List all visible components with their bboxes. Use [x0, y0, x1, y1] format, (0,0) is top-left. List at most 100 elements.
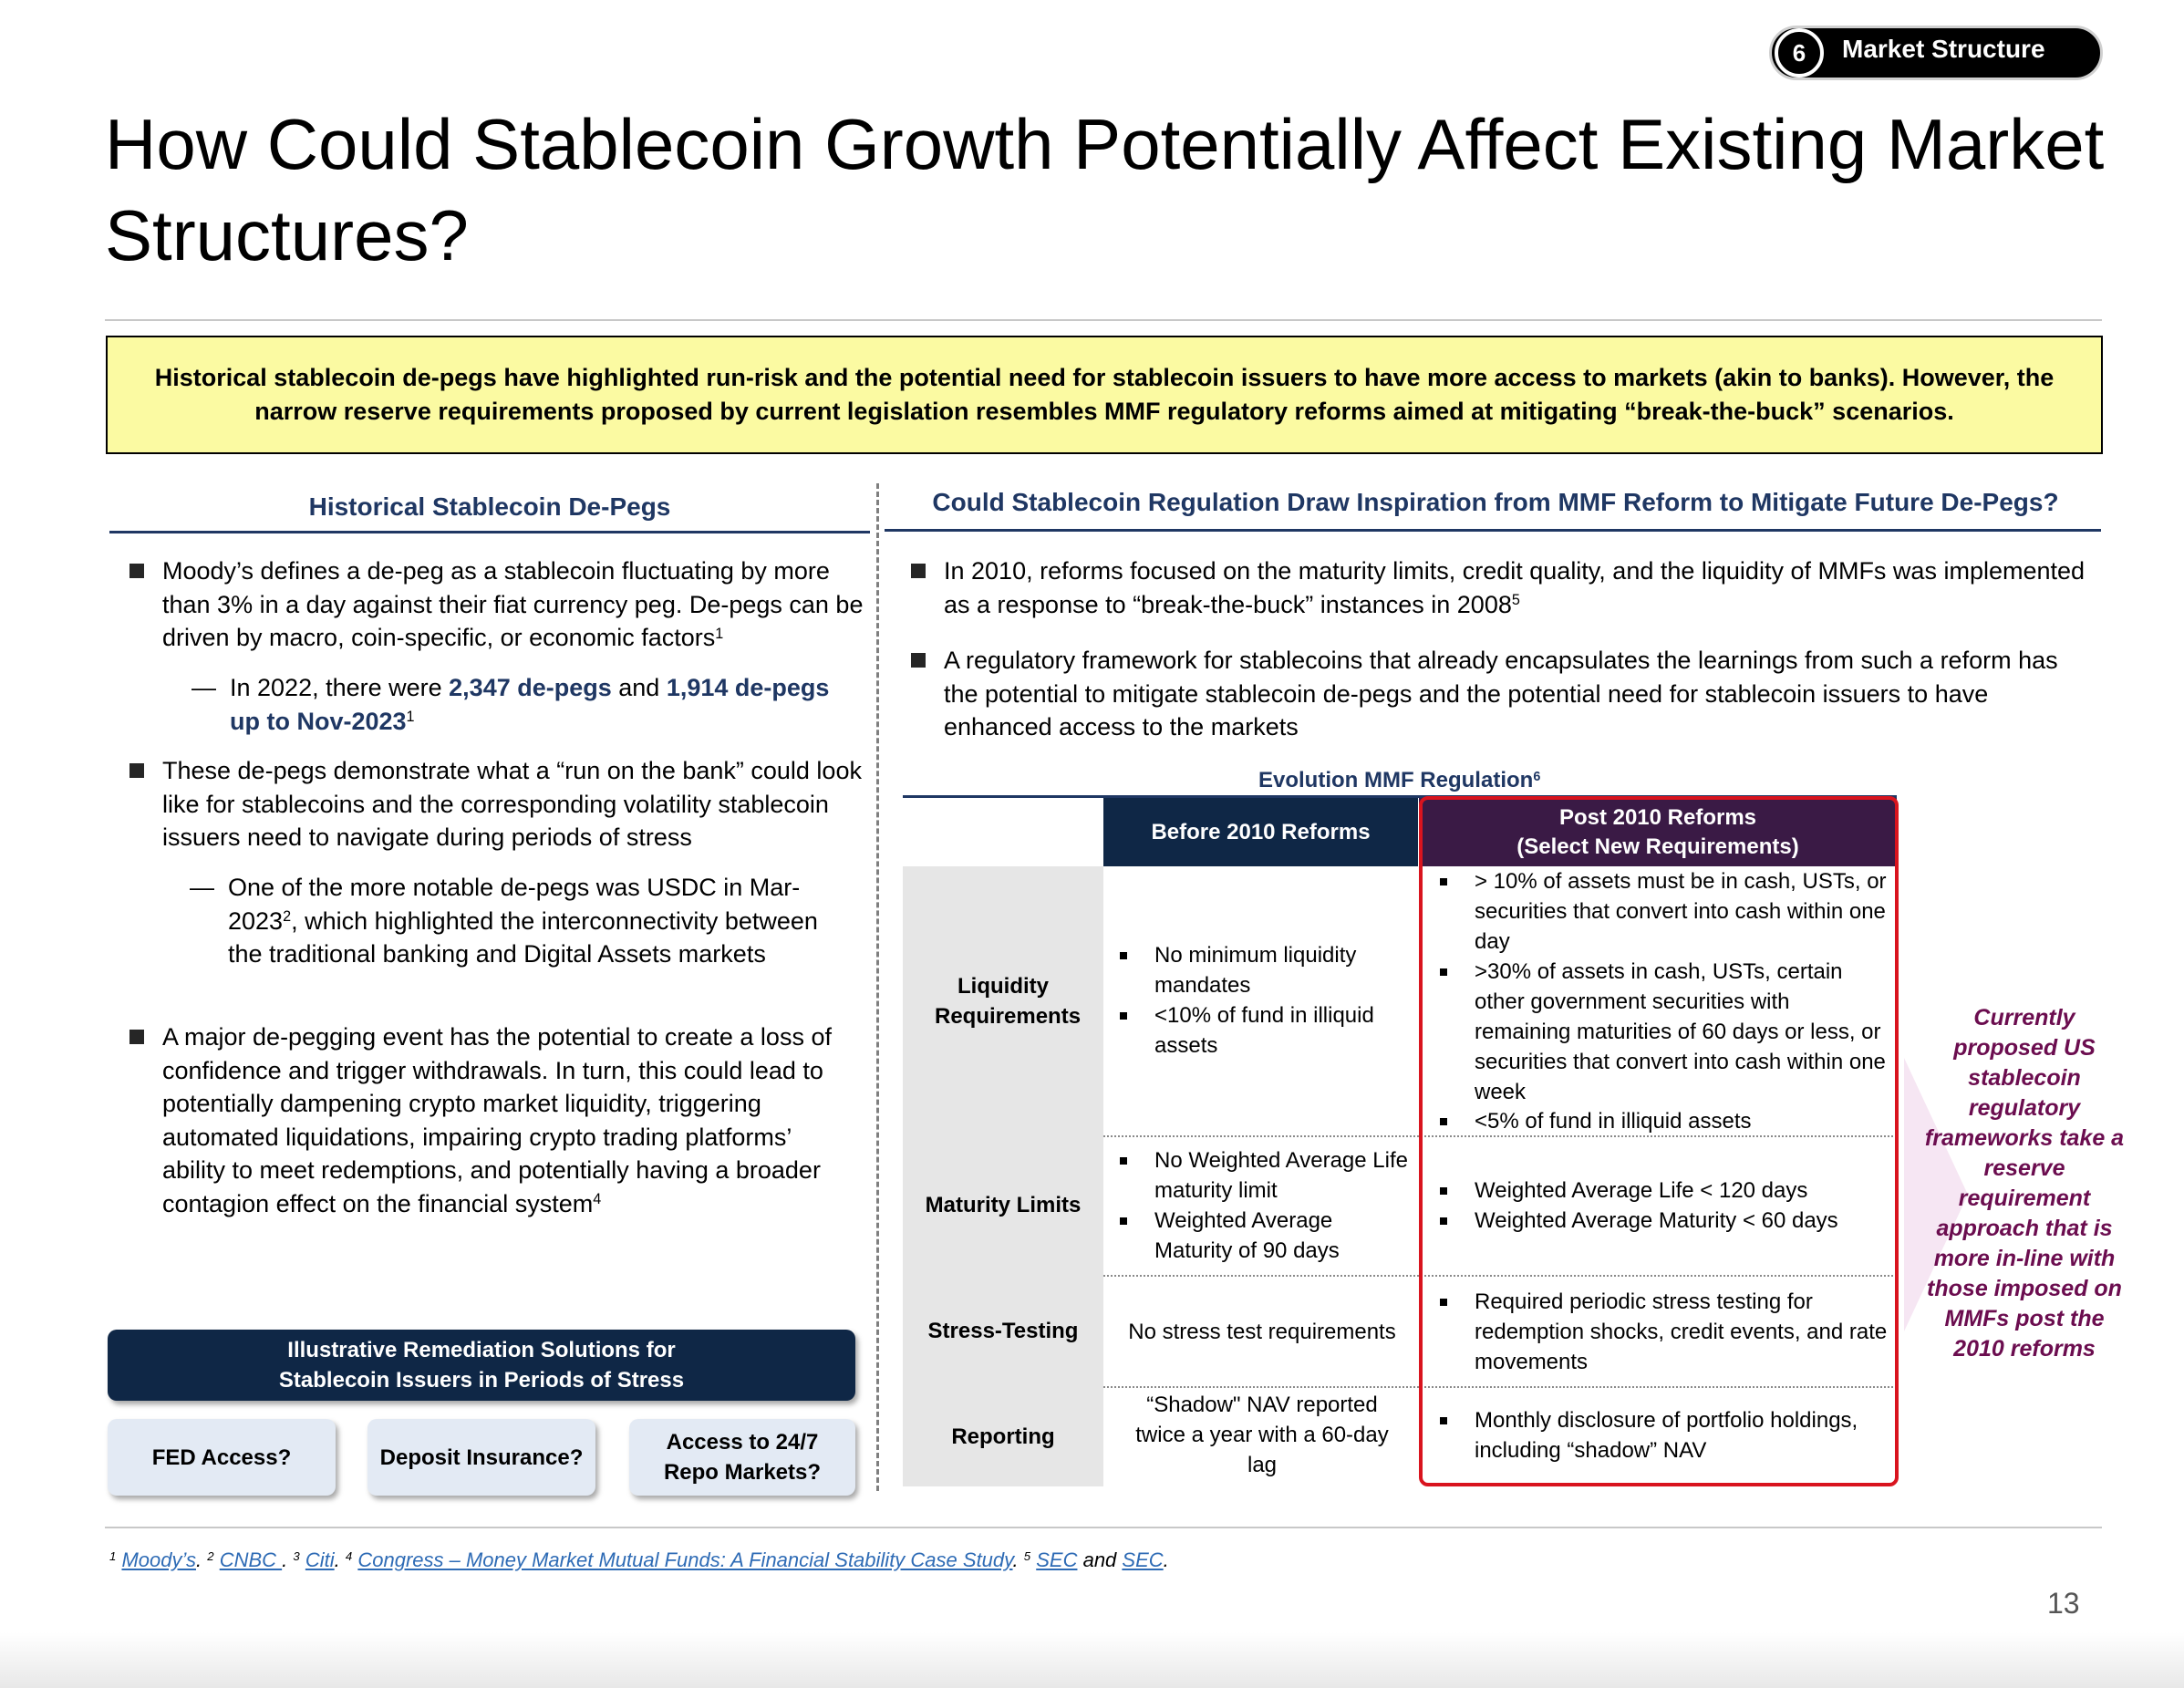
deposit-insurance-option[interactable]: Deposit Insurance? [367, 1419, 595, 1496]
remediation-heading: Illustrative Remediation Solutions for S… [108, 1330, 855, 1401]
cell-maturity-before-1: No Weighted Average Life maturity limit [1120, 1145, 1410, 1206]
cell-text: No Weighted Average Life maturity limit [1154, 1148, 1408, 1203]
cell-liquidity-post-1: > 10% of assets must be in cash, USTs, o… [1440, 866, 1889, 957]
left-heading-rule [109, 531, 870, 533]
table-top-rule [903, 795, 1897, 798]
bullet-icon [1440, 878, 1447, 885]
column-header-before: Before 2010 Reforms [1103, 798, 1418, 866]
right-bullet-1-text: In 2010, reforms focused on the maturity… [944, 557, 2086, 618]
left-subbullet-1: — In 2022, there were 2,347 de-pegs and … [191, 671, 859, 738]
bullet-icon [1120, 1012, 1127, 1020]
cell-stress-post: Required periodic stress testing for red… [1440, 1287, 1889, 1377]
table-title: Evolution MMF Regulation6 [1258, 768, 1540, 793]
footnote-number: 4 [345, 1549, 353, 1564]
square-bullet-icon [129, 1030, 144, 1044]
bullet-icon [1120, 952, 1127, 959]
section-badge [1769, 26, 2103, 80]
footnote-link-sec-2[interactable]: SEC [1122, 1548, 1164, 1571]
cell-text: >30% of assets in cash, USTs, certain ot… [1475, 959, 1886, 1104]
bullet-icon [1440, 1187, 1447, 1195]
bullet-icon [1440, 968, 1447, 976]
bullet-icon [1120, 1217, 1127, 1225]
cell-text: Weighted Average Maturity < 60 days [1475, 1208, 1838, 1233]
remediation-heading-text: Illustrative Remediation Solutions for S… [278, 1338, 685, 1393]
row-label-column [903, 866, 1103, 1486]
footer-rule [105, 1527, 2102, 1528]
key-takeaway-callout: Historical stablecoin de-pegs have highl… [106, 336, 2103, 454]
footnote-link-congress[interactable]: Congress – Money Market Mutual Funds: A … [357, 1548, 1013, 1571]
fed-access-option[interactable]: FED Access? [108, 1419, 336, 1496]
title-divider [105, 319, 2102, 321]
cell-maturity-post-2: Weighted Average Maturity < 60 days [1440, 1206, 1889, 1236]
cell-maturity-before-2: Weighted Average Maturity of 90 days [1120, 1206, 1410, 1266]
right-bullet-1: In 2010, reforms focused on the maturity… [911, 554, 2093, 621]
section-label: Market Structure [1842, 35, 2045, 63]
subbullet-text: , which highlighted the interconnectivit… [228, 906, 818, 968]
dash-bullet-icon: — [191, 674, 216, 701]
row-label-stress: Stress-Testing [927, 1318, 1079, 1343]
page-number: 13 [2047, 1587, 2080, 1620]
footnote-link-moodys[interactable]: Moody’s [121, 1548, 196, 1571]
square-bullet-icon [129, 763, 144, 778]
row-label-maturity: Maturity Limits [925, 1193, 1082, 1217]
cell-text: > 10% of assets must be in cash, USTs, o… [1475, 869, 1887, 954]
footnote-link-citi[interactable]: Citi [305, 1548, 335, 1571]
left-bullet-3: A major de-pegging event has the potenti… [129, 1020, 855, 1220]
bullet-icon [1120, 1157, 1127, 1165]
column-header-post-line1: Post 2010 Reforms [1558, 804, 1757, 830]
cell-text: No minimum liquidity mandates [1154, 943, 1357, 998]
square-bullet-icon [129, 564, 144, 578]
page-title: How Could Stablecoin Growth Potentially … [105, 104, 2105, 275]
row-separator [1103, 1386, 1897, 1388]
callout-text: Historical stablecoin de-pegs have highl… [154, 364, 2055, 425]
cell-liquidity-before-2: <10% of fund in illiquid assets [1120, 1000, 1410, 1061]
left-subbullet-2: — One of the more notable de-pegs was US… [190, 871, 821, 971]
row-separator [1103, 1275, 1897, 1277]
right-section-heading: Could Stablecoin Regulation Draw Inspira… [932, 488, 2059, 516]
post-reform-highlight-box [1419, 796, 1899, 1486]
cell-reporting-post: Monthly disclosure of portfolio holdings… [1440, 1405, 1889, 1465]
cell-liquidity-post-2: >30% of assets in cash, USTs, certain ot… [1440, 957, 1889, 1107]
left-bullet-3-text: A major de-pegging event has the potenti… [162, 1023, 832, 1217]
footnote-ref: 1 [406, 709, 415, 726]
column-header-post: Post 2010 Reforms (Select New Requirement… [1419, 798, 1897, 866]
row-label-liquidity: Liquidity Requirements [903, 866, 1103, 1135]
right-bullet-2: A regulatory framework for stablecoins t… [911, 644, 2093, 744]
cell-text: Required periodic stress testing for red… [1475, 1289, 1888, 1374]
footnote-link-sec-1[interactable]: SEC [1036, 1548, 1078, 1571]
repo-markets-option[interactable]: Access to 24/7 Repo Markets? [629, 1419, 855, 1496]
cell-maturity-post-1: Weighted Average Life < 120 days [1440, 1175, 1889, 1206]
footnote-number: 2 [207, 1549, 214, 1564]
footnote-text: and [1077, 1548, 1123, 1571]
cell-text: <5% of fund in illiquid assets [1475, 1109, 1752, 1134]
bullet-icon [1440, 1118, 1447, 1125]
left-bullet-1: Moody’s defines a de-peg as a stablecoin… [129, 554, 864, 655]
footnote-link-cnbc[interactable]: CNBC [219, 1548, 283, 1571]
bottom-shade [0, 1632, 2184, 1688]
subbullet-text: In 2022, there were [230, 674, 450, 701]
right-bullet-2-text: A regulatory framework for stablecoins t… [944, 647, 2058, 740]
square-bullet-icon [911, 653, 926, 668]
section-number: 6 [1775, 28, 1824, 78]
row-separator [1103, 1135, 1897, 1137]
repo-markets-label: Access to 24/7 Repo Markets? [663, 1430, 822, 1485]
footnote-ref: 5 [1511, 592, 1520, 609]
row-label-reporting: Reporting [951, 1424, 1055, 1449]
subbullet-text: One of the more notable de-pegs was USDC… [228, 874, 801, 935]
cell-text: Weighted Average Life < 120 days [1475, 1178, 1808, 1203]
left-bullet-2-text: These de-pegs demonstrate what a “run on… [162, 757, 862, 851]
column-header-post-line2: (Select New Requirements) [1516, 834, 1799, 859]
left-bullet-1-text: Moody’s defines a de-peg as a stablecoin… [162, 557, 864, 651]
column-divider [876, 483, 879, 1491]
footnote-ref: 6 [1533, 769, 1541, 784]
footnote-number: 3 [293, 1549, 300, 1564]
footnote-ref: 1 [715, 625, 724, 642]
cell-stress-before: No stress test requirements [1128, 1320, 1396, 1344]
depeg-count-2023: 1,914 de-pegs up to Nov-2023 [230, 674, 830, 735]
side-note: Currently proposed US stablecoin regulat… [1924, 1005, 2125, 1362]
footnote-ref: 4 [593, 1191, 602, 1208]
arrow-right-icon [1904, 1058, 1968, 1331]
square-bullet-icon [911, 564, 926, 578]
subbullet-text: and [611, 674, 667, 701]
bullet-icon [1440, 1299, 1447, 1306]
